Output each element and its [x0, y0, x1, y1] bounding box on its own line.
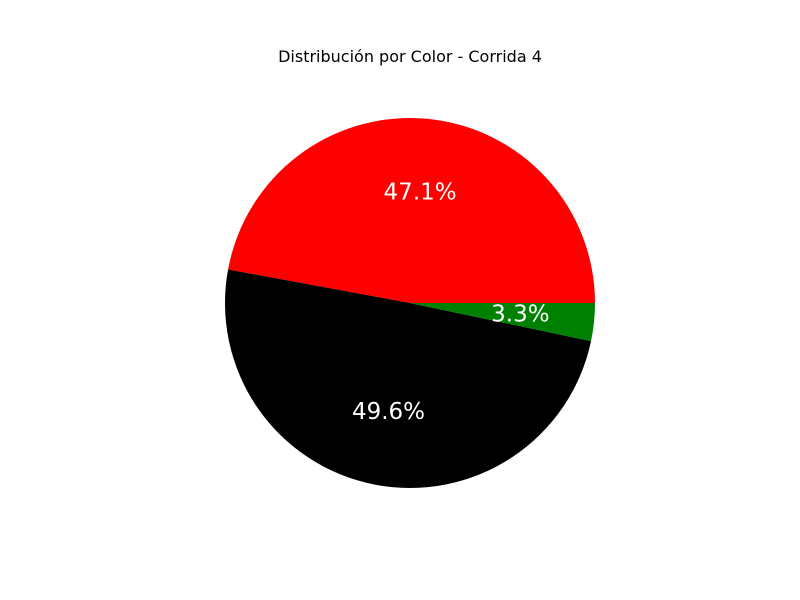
- pie-slice-0: [228, 117, 596, 303]
- pie-slice-1: [224, 269, 592, 489]
- slice-label-1: 49.6%: [352, 399, 425, 425]
- slice-label-0: 47.1%: [384, 179, 457, 205]
- pie-slice-2: [410, 303, 595, 342]
- chart-title: Distribución por Color - Corrida 4: [278, 47, 542, 66]
- pie-labels: 47.1% 49.6% 3.3%: [352, 179, 550, 424]
- pie-slices: [224, 117, 596, 489]
- slice-label-2: 3.3%: [491, 301, 549, 327]
